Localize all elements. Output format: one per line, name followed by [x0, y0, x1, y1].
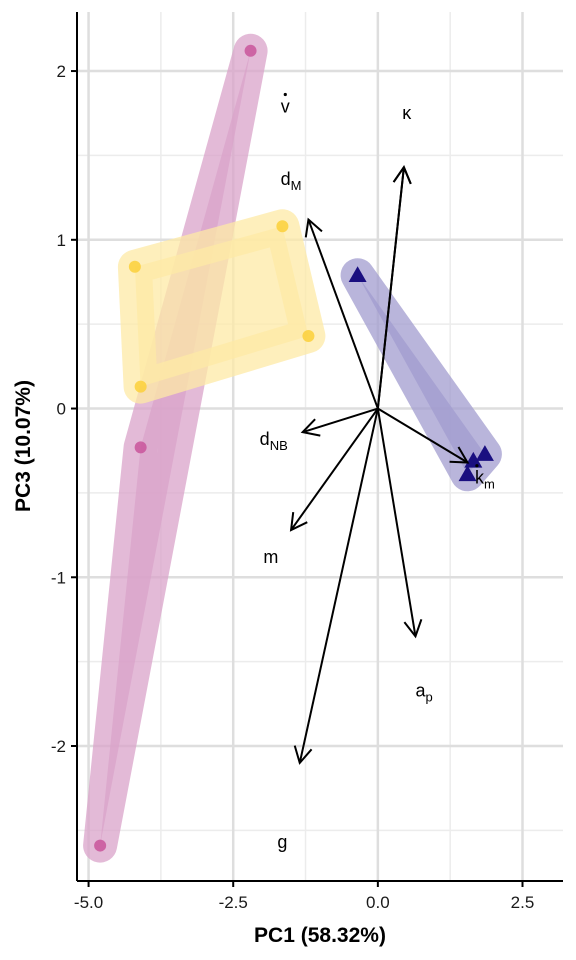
loading-arrow-shaft [302, 407, 379, 434]
loading-arrow-head [449, 446, 470, 464]
x-axis-title: PC1 (58.32%) [254, 924, 386, 947]
y-tick-label: 1 [57, 231, 66, 250]
hull-group-2 [117, 209, 326, 404]
hull-group-1 [83, 33, 268, 863]
data-point [475, 445, 494, 461]
data-point [134, 380, 147, 393]
loading-arrow-head [289, 512, 308, 532]
y-tick-label: -2 [51, 737, 66, 756]
loading-label: v [281, 96, 290, 116]
loading-label: g [277, 832, 287, 852]
loading-arrow-head [304, 217, 323, 238]
y-axis-title: PC3 (10.07%) [12, 380, 35, 512]
group-hulls [83, 33, 502, 863]
y-tick-label: 2 [57, 62, 66, 81]
loading-label: dM [281, 169, 302, 193]
axis-ticks: -5.0 -2.5 0.0 2.5 -2 -1 0 1 2 [51, 62, 534, 912]
loading-label: κ [402, 103, 412, 123]
loading-arrow-shaft [290, 407, 379, 531]
loading-arrow-head [300, 418, 321, 437]
data-point [302, 329, 315, 342]
loading-arrows [289, 165, 470, 765]
axes [76, 12, 563, 882]
y-tick-label: -1 [51, 568, 66, 587]
loading-arrow-shaft [376, 167, 405, 409]
loading-label: m [263, 547, 278, 567]
data-point [348, 266, 367, 282]
loading-label: km [475, 468, 495, 492]
data-point [134, 441, 147, 454]
data-point [128, 260, 141, 273]
label-accent-dot [283, 92, 287, 97]
loading-arrow-head [293, 745, 313, 765]
loading-label: ap [416, 680, 433, 704]
data-points [94, 44, 494, 852]
label-accent-dot [475, 464, 479, 468]
data-point [244, 44, 257, 57]
y-tick-label: 0 [57, 400, 66, 419]
loading-labels: v κ dM dNB km m ap g [260, 92, 495, 852]
data-point [276, 220, 289, 233]
loading-arrow-head [392, 165, 412, 185]
x-tick-label: 2.5 [511, 893, 535, 912]
data-point [94, 839, 107, 852]
loading-arrow-shaft [376, 408, 417, 637]
x-tick-label: -5.0 [74, 893, 103, 912]
loading-label: dNB [260, 429, 288, 453]
loading-arrow-shaft [298, 408, 379, 764]
loading-arrow-shaft [307, 219, 379, 409]
x-tick-label: 0.0 [366, 893, 390, 912]
x-tick-label: -2.5 [219, 893, 248, 912]
loading-arrow-head [403, 619, 423, 639]
loading-arrow-shaft [377, 407, 469, 464]
data-point [464, 451, 483, 468]
data-point [458, 465, 477, 482]
